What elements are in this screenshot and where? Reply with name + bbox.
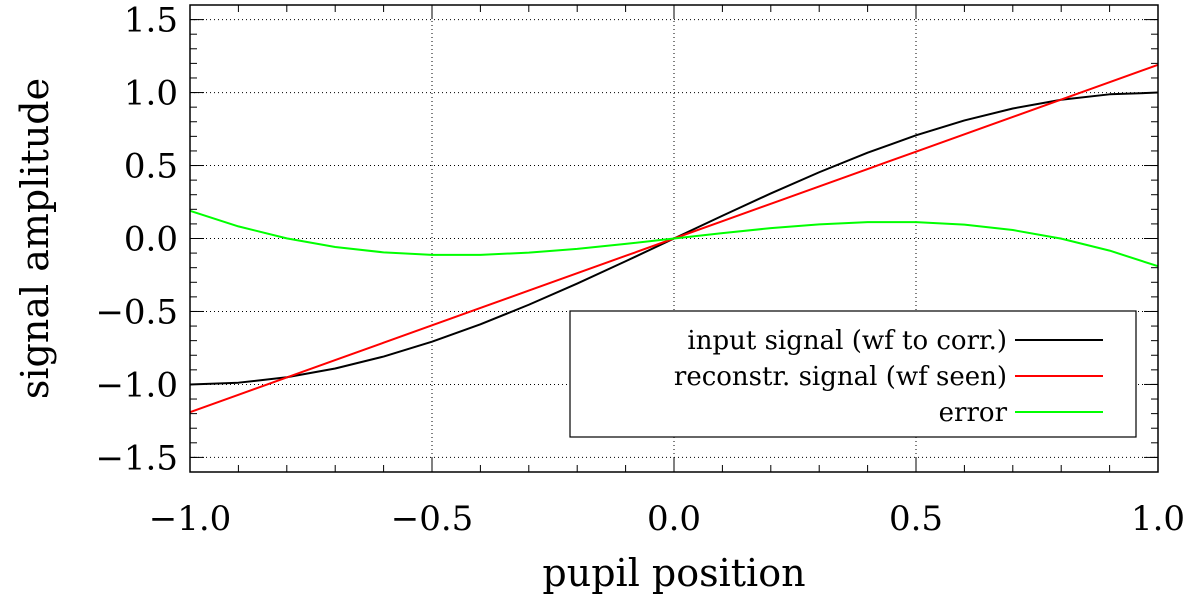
- y-tick-label: 0.0: [124, 220, 178, 260]
- legend-label-2: reconstr. signal (wf seen): [674, 362, 1007, 392]
- y-tick-label: 0.5: [124, 147, 178, 187]
- series-line-3: [189, 209, 1159, 268]
- series-layer: [189, 63, 1159, 414]
- x-tick-label: −1.0: [149, 499, 232, 539]
- y-tick-label: −1.0: [95, 365, 178, 405]
- y-tick-label: 1.5: [124, 1, 178, 41]
- legend-items: input signal (wf to corr.) reconstr. sign…: [674, 326, 1103, 428]
- legend-label-1: input signal (wf to corr.): [687, 326, 1007, 356]
- y-axis-title: signal amplitude: [13, 78, 57, 399]
- legend-label-3: error: [939, 398, 1008, 428]
- x-tick-label: 1.0: [1131, 499, 1185, 539]
- x-tick-label: 0.5: [889, 499, 943, 539]
- y-tick-label: −0.5: [95, 292, 178, 332]
- y-tick-label: 1.0: [124, 74, 178, 114]
- y-tick-label: −1.5: [95, 438, 178, 478]
- legend-box: [569, 310, 1137, 438]
- legend: input signal (wf to corr.) reconstr. sign…: [569, 310, 1137, 438]
- plot-frame: [189, 4, 1159, 473]
- x-tick-label: −0.5: [391, 499, 474, 539]
- x-tick-label: 0.0: [647, 499, 701, 539]
- tick-label-layer: −1.0 −0.5 0.0 0.5 1.0 −1.5 −1.0 −0.5 0.0 0.5 1.0 1.…: [95, 1, 1185, 539]
- x-axis-title: pupil position: [542, 551, 805, 595]
